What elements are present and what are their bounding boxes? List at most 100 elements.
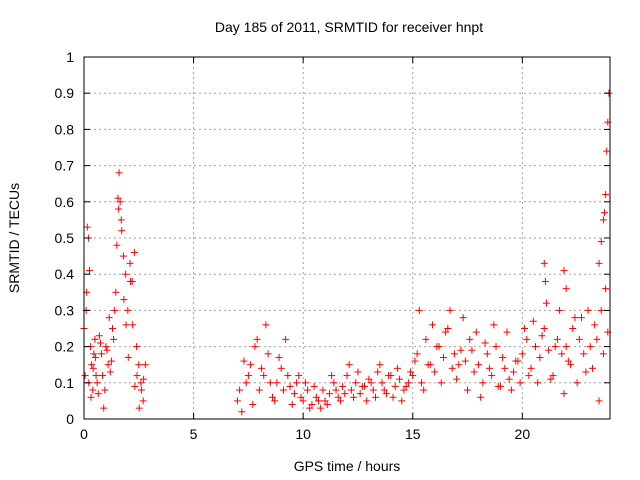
data-point [140,375,148,383]
data-point [573,379,581,387]
data-point [485,364,493,372]
data-point [247,361,255,369]
y-tick-label: 1 [66,49,74,65]
data-point [369,386,377,394]
data-point [529,317,537,325]
data-point [133,343,141,351]
data-point [507,386,515,394]
data-point [396,375,404,383]
data-point [124,306,132,314]
data-point [490,321,498,329]
data-point [603,147,611,155]
data-point [336,397,344,405]
data-point [450,350,458,358]
data-point [103,346,111,354]
data-point [271,397,279,405]
data-point [323,401,331,409]
data-point [448,364,456,372]
data-point [85,267,93,275]
data-point [492,343,500,351]
data-point [527,364,535,372]
data-point [439,353,447,361]
data-point [499,353,507,361]
data-point [597,306,605,314]
data-point [584,306,592,314]
data-point [131,382,139,390]
data-point [595,259,603,267]
data-point [567,361,575,369]
data-point [464,386,472,394]
data-point [521,325,529,332]
data-point [525,372,533,380]
data-point [325,390,333,398]
data-point [137,379,145,387]
data-point [562,285,570,293]
data-point [341,390,349,398]
data-point [541,277,549,285]
data-point [422,335,430,343]
data-point [106,368,114,376]
chart-title: Day 185 of 2011, SRMTID for receiver hnp… [215,19,483,35]
y-tick-label: 0.5 [55,230,75,246]
data-point [569,325,577,332]
data-point [376,361,384,369]
data-point [240,357,248,365]
data-point [437,379,445,387]
y-tick-label: 0.6 [55,194,75,210]
data-point [571,314,579,322]
data-point [400,386,408,394]
data-point [100,404,108,412]
data-point [244,372,252,380]
data-point [549,372,557,380]
data-point [315,397,323,405]
data-point [518,350,526,358]
data-point [512,357,520,365]
data-point [249,401,257,409]
data-point [560,267,568,275]
y-tick-label: 0 [66,411,74,427]
data-point [126,259,134,267]
data-point [91,335,99,343]
data-point [407,368,415,376]
data-point [442,328,450,336]
x-axis-ticks: 0 5 10 15 20 [80,57,530,442]
y-tick-label: 0.3 [55,302,75,318]
data-point [516,379,524,387]
data-point [120,296,128,304]
data-point [343,372,351,380]
data-point [578,314,586,322]
data-points [80,89,613,416]
data-point [284,372,292,380]
data-point [87,393,95,401]
data-point [483,350,491,358]
data-point [470,368,478,376]
data-point [264,350,272,358]
data-point [409,372,417,380]
data-point [255,386,263,394]
data-point [350,393,358,401]
data-point [141,361,149,369]
data-point [534,379,542,387]
data-point [112,288,120,296]
data-point [420,386,428,394]
data-point [95,332,103,340]
data-point [94,390,102,398]
data-point [564,357,572,365]
data-point [90,350,98,358]
data-point [108,325,116,332]
data-point [297,393,305,401]
data-point [301,379,309,387]
data-point [560,390,568,398]
data-point [444,325,452,332]
data-point [275,353,283,361]
data-point [339,382,347,390]
data-point [91,353,99,361]
data-point [413,350,421,358]
data-point [365,375,373,383]
data-point [286,382,294,390]
data-point [319,386,327,394]
y-tick-label: 0.2 [55,339,75,355]
data-point [363,397,371,405]
data-point [290,390,298,398]
